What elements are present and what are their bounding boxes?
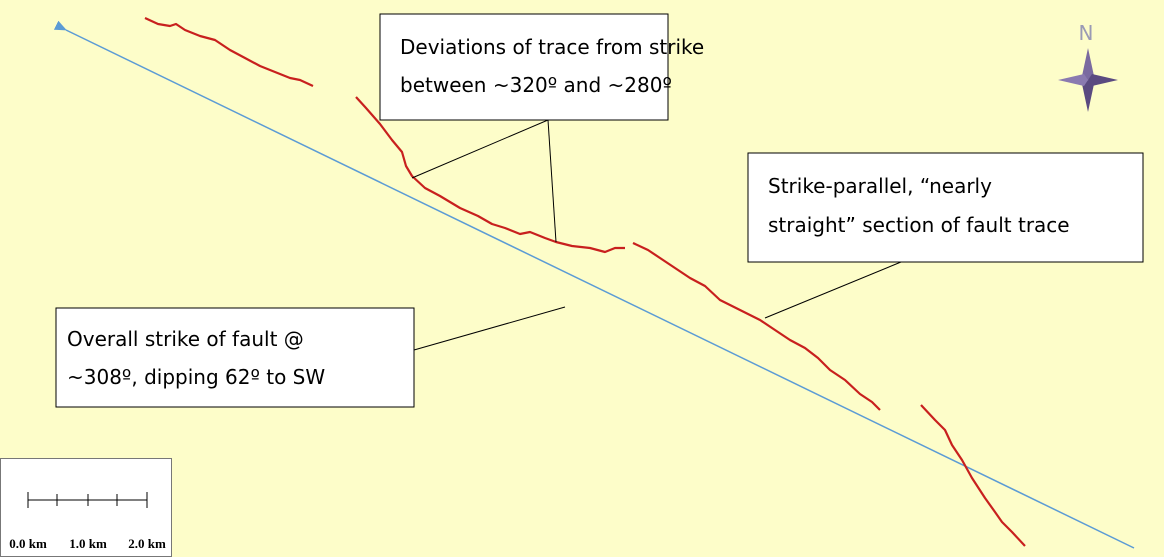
fault-trace	[355, 96, 625, 254]
callout-line	[411, 119, 549, 179]
box	[55, 307, 415, 408]
north-arrow: N	[1058, 21, 1118, 112]
callout-line	[547, 119, 557, 243]
scale-bar: 0.0 km 1.0 km 2.0 km	[0, 458, 172, 557]
fault-trace	[144, 17, 314, 87]
scale-label: 0.0 km	[9, 536, 47, 551]
annotation-box: Deviations of trace from strike between …	[379, 13, 704, 121]
annotation-line: ~308º, dipping 62º to SW	[67, 365, 325, 389]
compass-point	[1088, 74, 1118, 86]
scale-label: 1.0 km	[69, 536, 107, 551]
compass-point	[1082, 80, 1094, 112]
box	[747, 152, 1144, 263]
strike-arrow	[53, 20, 1135, 549]
compass-point	[1058, 74, 1088, 86]
fault-traces	[144, 17, 1026, 547]
scale-label: 2.0 km	[128, 536, 166, 551]
annotation-line: Strike-parallel, “nearly	[768, 174, 992, 198]
callout-line	[764, 254, 919, 319]
annotation-line: straight” section of fault trace	[768, 213, 1070, 237]
fault-trace	[632, 242, 881, 411]
fault-trace	[920, 404, 1026, 547]
annotation-line: between ~320º and ~280º	[400, 73, 672, 97]
annotation-box: Strike-parallel, “nearly straight” secti…	[747, 152, 1144, 263]
callout-lines	[411, 119, 919, 351]
callout-line	[413, 306, 566, 351]
compass-point	[1082, 48, 1094, 80]
annotation-box: Overall strike of fault @ ~308º, dipping…	[55, 307, 415, 408]
annotation-line: Deviations of trace from strike	[400, 35, 704, 59]
box	[379, 13, 669, 121]
annotation-line: Overall strike of fault @	[67, 327, 304, 351]
north-label: N	[1079, 21, 1094, 45]
